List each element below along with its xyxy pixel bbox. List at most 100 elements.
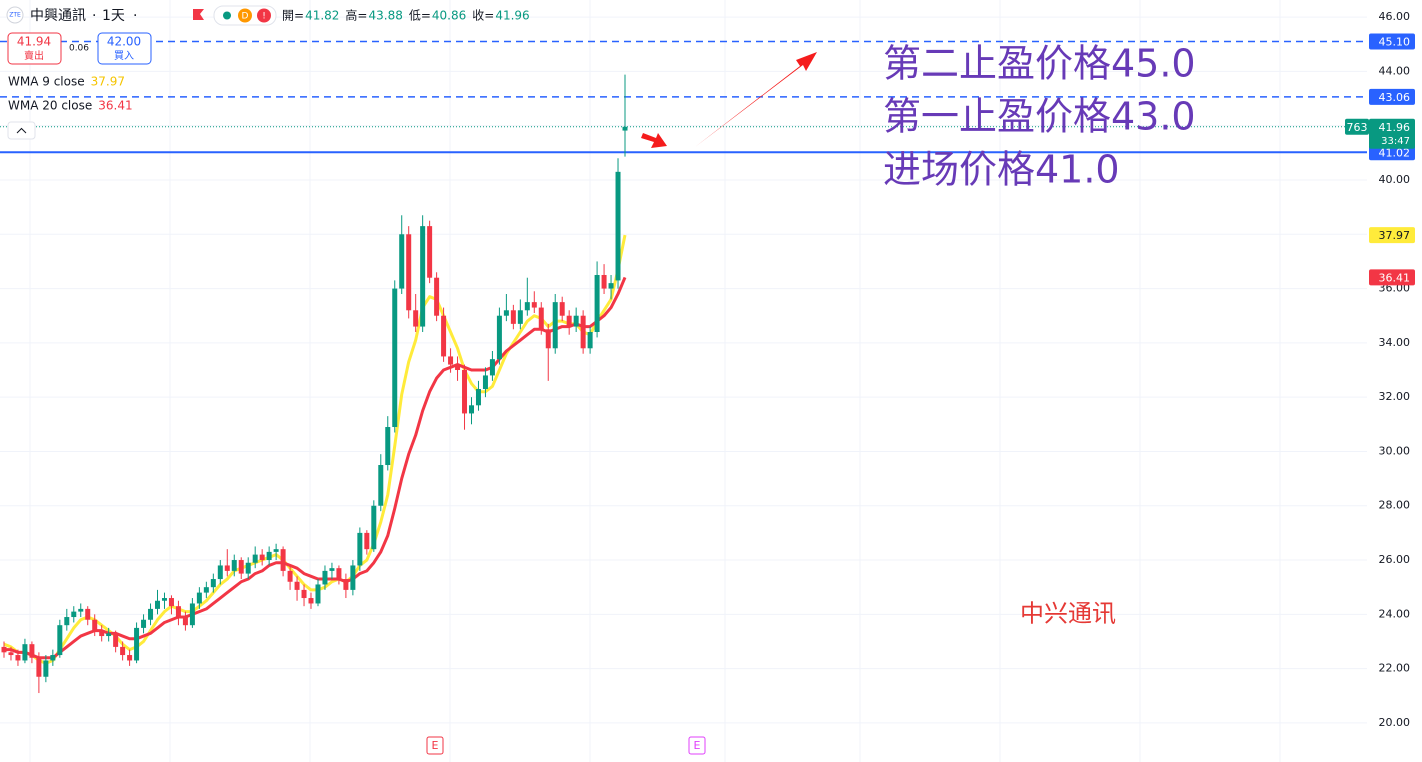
ohlc-value: 43.88 — [368, 9, 402, 23]
candle-body — [294, 581, 300, 590]
ohlc-label: 低= — [409, 9, 431, 23]
candle-body — [580, 315, 586, 349]
candle-body — [113, 633, 119, 647]
candle-body — [434, 277, 440, 316]
candle-body — [245, 562, 251, 574]
candle-body — [224, 565, 230, 571]
buy-button[interactable] — [97, 32, 152, 65]
candle-body — [322, 570, 328, 585]
candle-body — [315, 584, 321, 604]
candle-body — [601, 274, 607, 289]
candle-body — [92, 619, 98, 631]
earnings-marker[interactable] — [688, 736, 706, 755]
indicator-value: 37.97 — [91, 75, 125, 89]
delay-icon — [238, 8, 252, 23]
candle-body — [120, 646, 126, 656]
candle-body — [573, 315, 579, 327]
candle-body — [468, 405, 474, 414]
annotation: 中兴通讯 — [1020, 600, 1116, 628]
candle-body — [78, 608, 84, 612]
candle-body — [259, 554, 265, 561]
y-tick-label: 46.00 — [1379, 10, 1411, 23]
price-tag-label: 45.10 — [1379, 36, 1411, 49]
price-tag — [1369, 88, 1415, 105]
candle-body — [517, 310, 523, 324]
indicator-name: WMA 9 close — [8, 75, 85, 89]
interval: 1天 — [102, 8, 125, 24]
candle-body — [238, 560, 244, 574]
indicator-line — [3, 234, 627, 665]
candle-body — [217, 565, 223, 580]
ohlc-legend: 開= 41.82 高= 43.88 低= 40.86 收= 41.96 — [282, 8, 530, 23]
candle-body — [552, 302, 558, 349]
candle-body — [406, 234, 412, 311]
candle-body — [161, 598, 167, 601]
candle-body — [496, 315, 502, 360]
candle-body — [531, 302, 537, 308]
volume-tag-label: 763 — [1347, 121, 1368, 134]
separator: · — [92, 8, 96, 24]
indicator-line — [4, 276, 627, 660]
candle-body — [364, 532, 370, 550]
earnings-label: E — [694, 739, 701, 752]
series — [1, 74, 628, 694]
candle-body — [175, 606, 181, 618]
axis-background — [1367, 0, 1422, 762]
y-tick-label: 20.00 — [1379, 716, 1411, 729]
delay-icon-text: D — [242, 12, 249, 22]
candle-body — [203, 587, 209, 593]
last-price-label: 41.96 — [1379, 121, 1411, 134]
buy-price: 42.00 — [107, 35, 141, 49]
candle-body — [22, 644, 28, 661]
candle-body — [524, 302, 530, 311]
earnings-marker[interactable] — [426, 736, 444, 755]
arrow — [695, 52, 817, 147]
candle-body — [148, 608, 154, 620]
collapse-button[interactable] — [7, 121, 36, 140]
annotation: 进场价格41.0 — [883, 148, 1120, 192]
last-price-tag — [1369, 118, 1415, 149]
sell-button[interactable] — [7, 32, 62, 65]
indicator-legend: WMA 9 close 37.97 WMA 20 close 36.41 — [8, 75, 133, 113]
candle-body — [71, 611, 77, 618]
candle-body — [462, 370, 468, 414]
candle-body — [280, 549, 286, 571]
annotation: 第二止盈价格45.0 — [883, 42, 1196, 86]
candle-body — [287, 570, 293, 582]
ohlc-value: 41.96 — [495, 9, 529, 23]
y-tick-label: 30.00 — [1379, 444, 1411, 457]
price-tag-label: 41.02 — [1379, 146, 1411, 159]
candle-body — [559, 302, 565, 316]
indicator-name: WMA 20 close — [8, 99, 92, 113]
y-tick-label: 44.00 — [1379, 64, 1411, 77]
candle-body — [413, 310, 419, 327]
candle-body — [608, 283, 614, 289]
flag-icon[interactable] — [193, 9, 204, 20]
y-tick-label: 34.00 — [1379, 336, 1411, 349]
ohlc-value: 40.86 — [432, 9, 466, 23]
candle-body — [182, 617, 188, 626]
indicator-tag — [1369, 269, 1415, 286]
candle-body — [127, 655, 133, 661]
indicator-tag-label: 37.97 — [1379, 229, 1411, 242]
candle-body — [357, 532, 363, 566]
y-tick-label: 24.00 — [1379, 607, 1411, 620]
symbol: 中興通訊 — [30, 8, 86, 24]
price-lines — [0, 40, 1367, 154]
candle-body — [50, 655, 56, 661]
collapse-icon — [16, 127, 27, 134]
candle-body — [399, 234, 405, 289]
candle-body — [427, 226, 433, 278]
candle-body — [566, 315, 572, 327]
alert-icon-text: ! — [262, 12, 266, 22]
candle-body — [134, 627, 140, 661]
candle-body — [189, 603, 195, 626]
ohlc-value: 41.82 — [305, 9, 339, 23]
candle-body — [455, 364, 461, 371]
candle-body — [196, 592, 202, 604]
y-tick-label: 26.00 — [1379, 553, 1411, 566]
buy-label: 買入 — [114, 50, 134, 62]
candle-body — [106, 633, 112, 637]
status-dot — [223, 11, 231, 20]
ohlc-label: 開= — [282, 9, 304, 23]
